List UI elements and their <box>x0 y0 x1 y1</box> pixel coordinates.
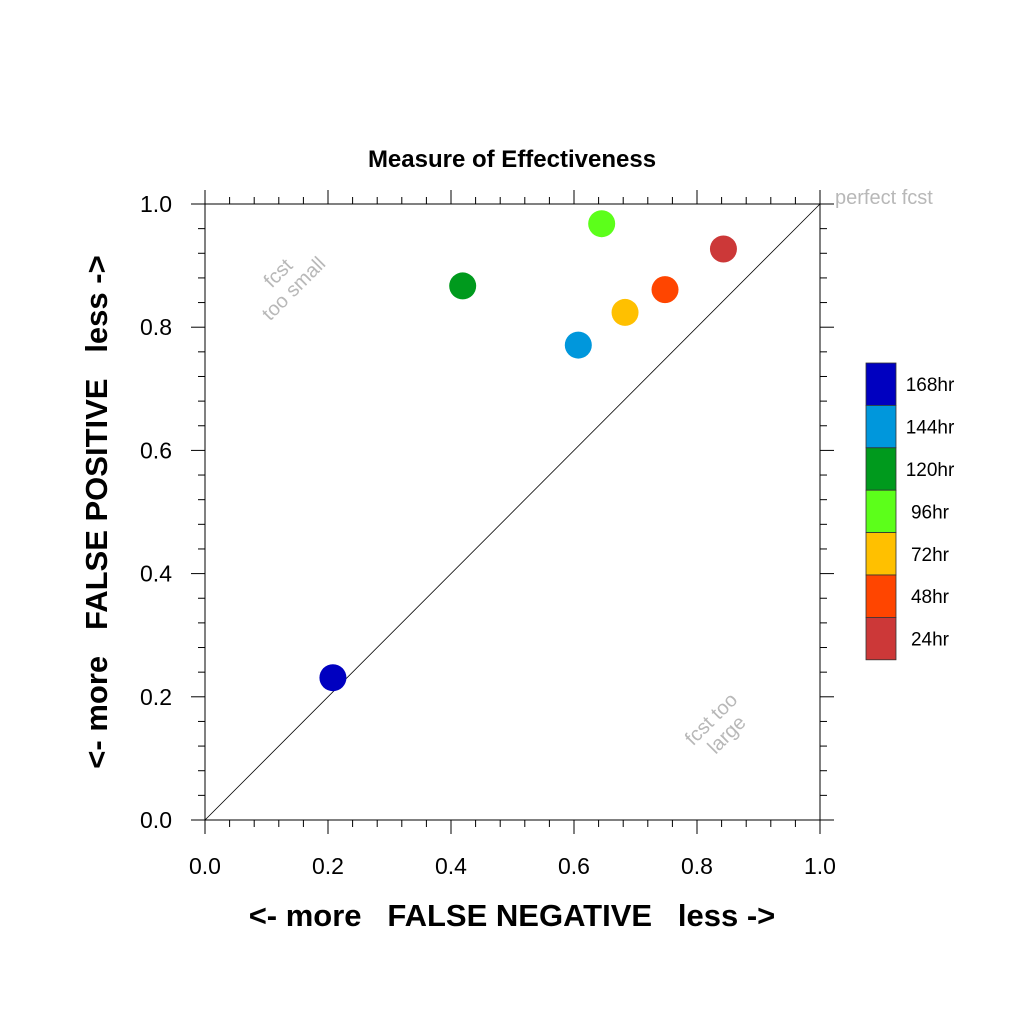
legend-label-24hr: 24hr <box>911 630 950 651</box>
data-point-72hr <box>611 298 639 326</box>
plot-frame <box>204 203 821 821</box>
plot-area: 0.0 0.2 0.4 0.6 0.8 1.0 0.0 0.2 0.4 0.6 0.8 1.0 <box>140 190 836 879</box>
chart-title: Measure of Effectiveness <box>368 146 656 173</box>
x-tick-label: 0.6 <box>558 853 590 879</box>
diagonal-reference-line <box>204 203 821 821</box>
y-tick-label: 0.2 <box>140 684 172 710</box>
legend-swatch-120hr <box>865 447 897 491</box>
x-tick-label: 1.0 <box>804 853 836 879</box>
annotation-forecast-too-large: fcst too large <box>681 689 751 759</box>
legend-label-96hr: 96hr <box>911 502 950 523</box>
data-point-48hr <box>651 276 679 304</box>
y-tick-label: 0.0 <box>140 807 172 833</box>
legend-label-168hr: 168hr <box>906 375 955 396</box>
legend-swatch-24hr <box>865 617 897 661</box>
legend-label-48hr: 48hr <box>911 587 950 608</box>
annotation-forecast-too-small: fcst too small <box>258 253 330 325</box>
data-point-168hr <box>319 664 347 692</box>
legend-swatch-144hr <box>865 404 897 449</box>
data-point-24hr <box>709 235 737 263</box>
data-point-96hr <box>588 210 616 238</box>
legend-swatch-48hr <box>865 574 897 618</box>
y-axis-label: <- more FALSE POSITIVE less -> <box>79 255 114 768</box>
y-tick-label: 0.6 <box>140 437 172 463</box>
x-axis-label: <- more FALSE NEGATIVE less -> <box>249 898 776 933</box>
y-tick-label: 1.0 <box>140 191 172 217</box>
annotation-small-line2: too small <box>258 253 330 325</box>
legend: 168hr 144hr 120hr 96hr 72hr 48hr 24hr <box>865 362 955 661</box>
legend-swatch-72hr <box>865 532 897 576</box>
data-point-144hr <box>564 331 592 359</box>
x-tick-label: 0.4 <box>435 853 467 879</box>
x-tick-label: 0.0 <box>189 853 221 879</box>
legend-swatch-96hr <box>865 489 897 534</box>
data-point-120hr <box>449 272 477 300</box>
x-tick-label: 0.8 <box>681 853 713 879</box>
y-tick-label: 0.8 <box>140 314 172 340</box>
legend-label-120hr: 120hr <box>906 460 955 481</box>
x-tick-label: 0.2 <box>312 853 344 879</box>
legend-swatch-168hr <box>865 362 897 406</box>
legend-label-144hr: 144hr <box>906 418 955 439</box>
y-tick-label: 0.4 <box>140 561 172 587</box>
legend-label-72hr: 72hr <box>911 545 950 566</box>
annotation-perfect-forecast: perfect fcst <box>835 187 933 209</box>
